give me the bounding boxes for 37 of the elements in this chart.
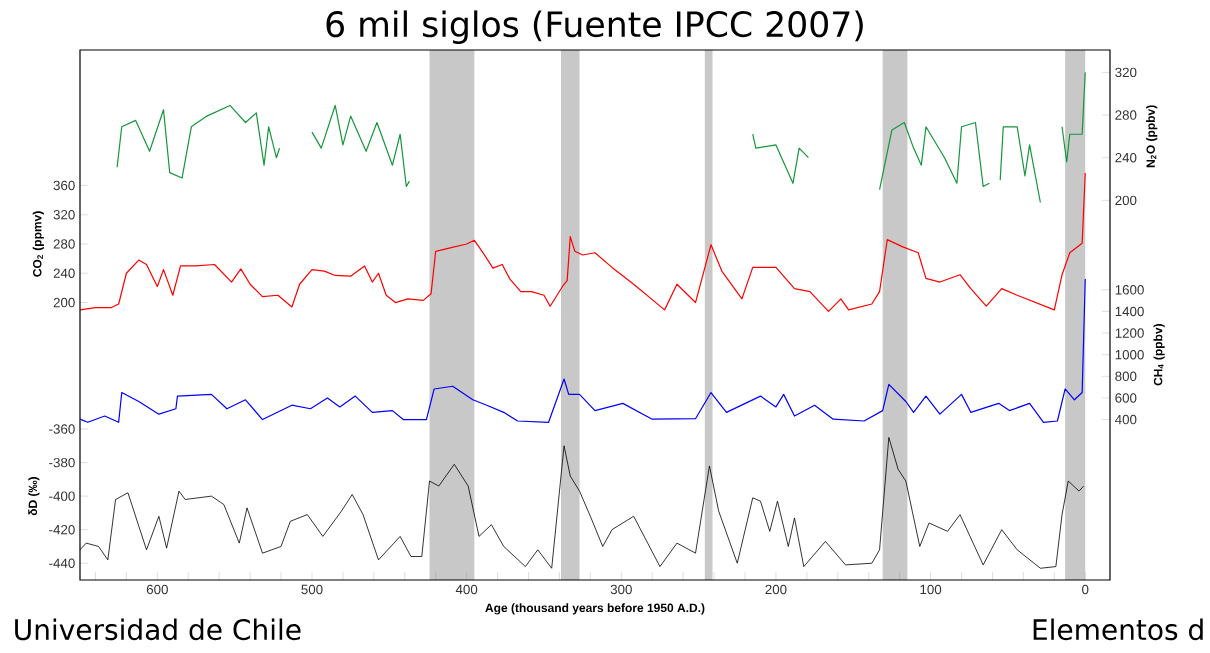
y2-tick-label: 400	[1115, 414, 1137, 425]
x-tick-label: 100	[920, 584, 942, 595]
y-axis-title: CO$_{2}$ (ppmv)	[32, 211, 44, 277]
x-tick-label: 500	[301, 584, 323, 595]
y2-tick-label: 1200	[1115, 328, 1144, 338]
line-series	[79, 278, 1086, 423]
y-tick-label: -440	[49, 558, 75, 568]
text: Elementos d	[1033, 618, 1203, 641]
y2-tick-label: 600	[1115, 393, 1137, 403]
y-tick-label: -400	[49, 491, 75, 501]
y2-tick-label: 240	[1115, 152, 1137, 163]
y-tick-label: 360	[53, 180, 75, 191]
x-tick-label: 600	[146, 584, 168, 595]
x-tick-label: 200	[765, 584, 787, 595]
chart-title: 6 mil siglos (Fuente IPCC 2007)	[326, 10, 863, 44]
y-tick-label: 200	[53, 297, 75, 308]
x-tick-label: 0	[1082, 584, 1089, 595]
y-tick-label: 280	[53, 239, 75, 249]
y2-axis-title: N$_{2}$O (ppbv)	[1146, 105, 1158, 168]
y2-tick-label: 800	[1115, 371, 1137, 382]
y2-tick-label: 320	[1115, 67, 1137, 78]
y2-tick-label: 1000	[1115, 349, 1144, 360]
text: Universidad de Chile	[15, 618, 301, 641]
y2-axis-title: CH$_{4}$ (ppbv)	[1153, 324, 1165, 386]
y-tick-label: 320	[53, 209, 75, 220]
x-axis-title: Age (thousand years before 1950 A.D.)	[485, 603, 705, 615]
y-axis-title: δD (‰)	[28, 477, 40, 516]
y-tick-label: -380	[49, 457, 75, 468]
y-tick-label: -360	[49, 424, 75, 434]
y-tick-label: -420	[49, 524, 75, 535]
y2-tick-label: 1600	[1115, 285, 1144, 295]
y2-tick-label: 280	[1115, 110, 1137, 120]
y-tick-label: 240	[53, 268, 75, 278]
x-tick-label: 400	[455, 584, 478, 595]
x-tick-label: 300	[610, 584, 632, 595]
y2-tick-label: 1400	[1115, 306, 1144, 317]
y2-tick-label: 200	[1115, 195, 1137, 206]
